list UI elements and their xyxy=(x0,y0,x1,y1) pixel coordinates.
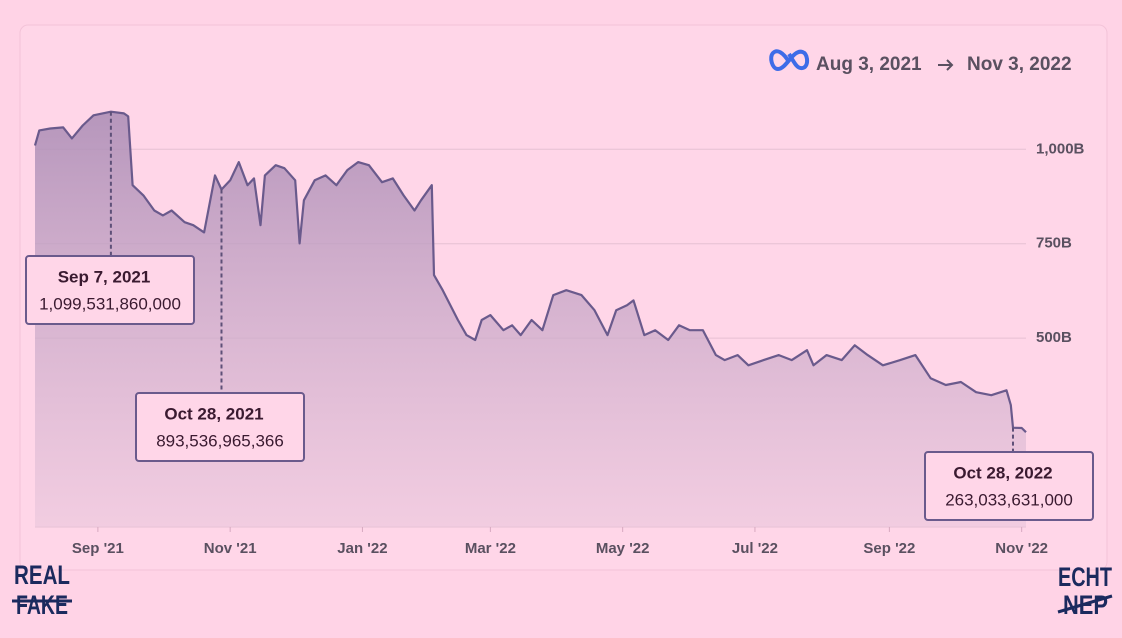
annotation-value: 1,099,531,860,000 xyxy=(39,294,181,313)
line xyxy=(33,110,1027,433)
x-tick-label: Sep '22 xyxy=(863,540,915,557)
logo-strike xyxy=(1057,594,1113,614)
x-tick-label: Sep '21 xyxy=(72,540,124,557)
date-start: Aug 3, 2021 xyxy=(816,54,922,75)
annotation-box xyxy=(924,451,1094,521)
x-tick-label: Jul '22 xyxy=(732,540,778,557)
x-tick-label: Nov '22 xyxy=(995,540,1048,557)
x-tick-label: Mar '22 xyxy=(465,540,516,557)
x-tick-label: Nov '21 xyxy=(204,540,257,557)
date-end: Nov 3, 2022 xyxy=(967,54,1072,75)
annotation-date: Oct 28, 2021 xyxy=(164,404,263,423)
logos: REAL FAKE ECHT NEP xyxy=(12,560,1113,620)
x-tick-label: May '22 xyxy=(596,540,650,557)
annotation-box xyxy=(25,255,195,325)
annotation-date: Sep 7, 2021 xyxy=(58,267,151,286)
x-tick-label: Jan '22 xyxy=(337,540,387,557)
logo-text: FAKE xyxy=(16,590,68,620)
arrow xyxy=(938,59,954,71)
annotation-box xyxy=(135,392,305,462)
y-tick-label: 500B xyxy=(1036,329,1072,346)
annotation-value: 263,033,631,000 xyxy=(945,490,1073,509)
logo-text: ECHT xyxy=(1058,562,1112,592)
logo-text: REAL xyxy=(14,560,70,590)
annotation-date: Oct 28, 2022 xyxy=(953,463,1052,482)
y-tick-label: 1,000B xyxy=(1036,140,1085,157)
annotation-value: 893,536,965,366 xyxy=(156,431,284,450)
meta-logo xyxy=(769,49,810,72)
y-tick-label: 750B xyxy=(1036,235,1072,252)
